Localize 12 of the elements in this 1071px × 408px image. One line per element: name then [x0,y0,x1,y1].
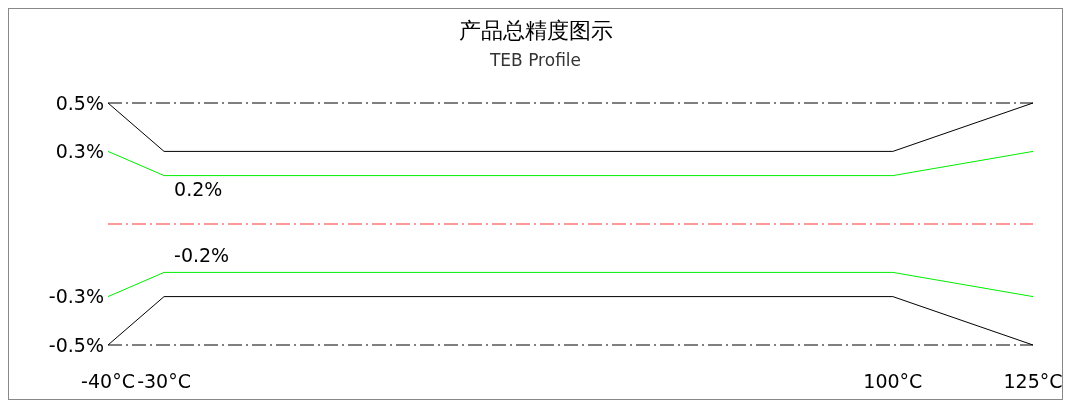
annotation: -0.2% [174,244,230,267]
x-tick-label: -30°C [137,370,191,392]
x-tick-label: 125°C [1003,370,1063,392]
x-tick-label: 100°C [863,370,923,392]
chart-subtitle: TEB Profile [488,50,582,70]
y-tick-label: -0.5% [48,333,104,356]
x-tick-label: -40°C [81,370,135,392]
y-tick-label: 0.3% [55,140,104,163]
y-tick-label: -0.3% [48,285,104,308]
y-tick-label: 0.5% [55,91,104,114]
chart-title: 产品总精度图示 [458,18,613,43]
annotation: 0.2% [174,177,223,200]
